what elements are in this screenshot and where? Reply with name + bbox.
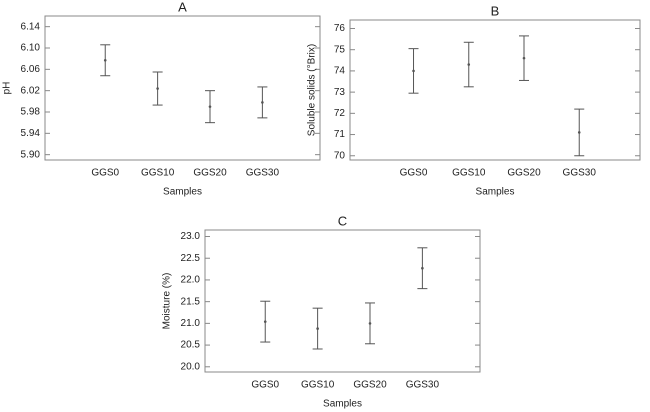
y-tick-label: 76 <box>334 23 346 34</box>
plot-frame <box>204 229 481 373</box>
y-tick-label: 71 <box>334 129 346 140</box>
mean-point <box>467 63 471 66</box>
y-tick-label: 6.06 <box>21 64 41 75</box>
y-tick-label: 5.94 <box>21 128 41 139</box>
mean-point <box>316 327 319 330</box>
y-tick-label: 22.5 <box>181 253 201 264</box>
y-tick-label: 70 <box>334 150 346 161</box>
x-tick-label: GGS10 <box>301 380 335 391</box>
y-tick-label: 20.5 <box>181 340 201 351</box>
x-tick-label: GGS0 <box>251 380 279 391</box>
plot-frame <box>44 15 321 161</box>
x-tick-label: GGS30 <box>246 168 280 179</box>
x-tick-label: GGS30 <box>563 168 597 179</box>
x-axis-label: Samples <box>323 399 362 410</box>
mean-point <box>368 322 372 325</box>
mean-point <box>421 266 424 270</box>
y-axis-label: Moisture (%) <box>162 273 173 330</box>
x-tick-label: GGS30 <box>406 380 440 391</box>
y-tick-label: 6.10 <box>21 43 41 54</box>
x-tick-label: GGS20 <box>193 168 227 179</box>
y-tick-label: 74 <box>334 66 346 77</box>
chart-title: A <box>178 0 187 14</box>
y-tick-label: 22.0 <box>181 275 201 286</box>
plot-frame <box>349 19 641 161</box>
mean-point <box>261 101 264 104</box>
chart-title: C <box>338 213 347 228</box>
x-tick-label: GGS10 <box>141 168 175 179</box>
y-tick-label: 5.98 <box>21 107 41 118</box>
mean-point <box>577 131 581 134</box>
x-axis-label: Samples <box>476 187 515 198</box>
mean-point <box>412 69 415 73</box>
x-tick-label: GGS0 <box>400 168 428 179</box>
x-tick-label: GGS0 <box>91 168 119 179</box>
y-tick-label: 6.14 <box>21 21 41 32</box>
y-tick-label: 20.0 <box>181 361 201 372</box>
x-tick-label: GGS10 <box>452 168 486 179</box>
mean-point <box>208 105 212 108</box>
y-tick-label: 21.0 <box>181 318 201 329</box>
y-tick-label: 6.02 <box>21 85 41 96</box>
x-tick-label: GGS20 <box>353 380 387 391</box>
mean-point <box>156 87 159 90</box>
y-axis-label: pH <box>2 82 13 95</box>
y-tick-label: 5.90 <box>21 149 41 160</box>
y-tick-label: 75 <box>334 44 346 55</box>
x-axis-label: Samples <box>163 187 202 198</box>
mean-point <box>522 56 526 60</box>
y-tick-label: 23.0 <box>181 231 201 242</box>
y-tick-label: 21.5 <box>181 296 201 307</box>
y-axis-label: Soluble solids (°Brix) <box>307 44 318 136</box>
chart-title: B <box>491 3 500 18</box>
y-tick-label: 73 <box>334 87 346 98</box>
y-tick-label: 72 <box>334 108 346 119</box>
mean-point <box>103 58 107 62</box>
mean-point <box>263 320 267 323</box>
x-tick-label: GGS20 <box>507 168 541 179</box>
